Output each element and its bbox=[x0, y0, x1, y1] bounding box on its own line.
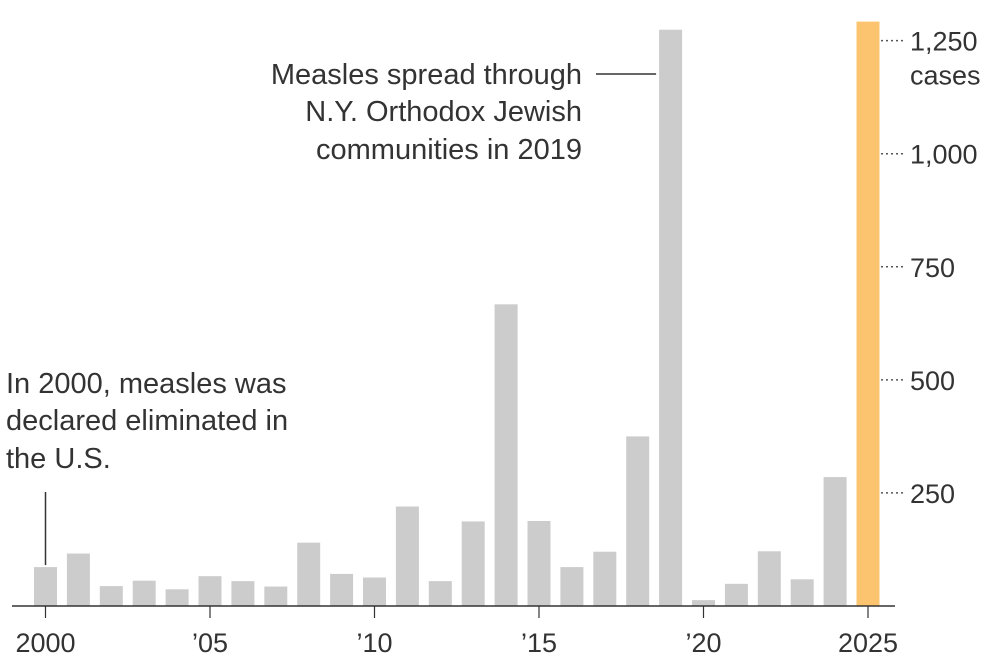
bar-2003 bbox=[132, 580, 156, 606]
bar-2018 bbox=[626, 436, 650, 606]
bar-2001 bbox=[66, 553, 90, 606]
bar-2020 bbox=[692, 600, 715, 606]
bar-2011 bbox=[395, 506, 419, 606]
bar-2025 bbox=[856, 21, 880, 606]
x-tick-label-2000: 2000 bbox=[15, 628, 75, 658]
annotation-2000-line-2: declared eliminated in bbox=[6, 405, 288, 437]
bar-2012 bbox=[428, 581, 452, 606]
bar-2007 bbox=[264, 586, 288, 606]
bar-2021 bbox=[724, 583, 748, 606]
x-tick-label-2015: ’15 bbox=[521, 628, 557, 658]
bar-2008 bbox=[297, 542, 321, 606]
bar-2016 bbox=[560, 567, 584, 606]
annotation-2000-line-3: the U.S. bbox=[6, 443, 111, 475]
bar-2023 bbox=[790, 579, 814, 606]
bar-2015 bbox=[527, 520, 551, 606]
bar-2022 bbox=[757, 551, 781, 606]
x-tick-label-2005: ’05 bbox=[192, 628, 228, 658]
y-tick-label-1250: 1,250 bbox=[910, 27, 978, 57]
bar-2000 bbox=[34, 567, 57, 606]
x-tick-label-2020: ’20 bbox=[685, 628, 721, 658]
x-tick-label-2010: ’10 bbox=[356, 628, 392, 658]
bar-2017 bbox=[593, 551, 617, 606]
annotation-2019-line-2: N.Y. Orthodox Jewish bbox=[305, 96, 582, 128]
y-tick-label-750: 750 bbox=[910, 253, 955, 283]
y-tick-label-250: 250 bbox=[910, 479, 955, 509]
y-tick-label-500: 500 bbox=[910, 366, 955, 396]
annotation-2019-line-3: communities in 2019 bbox=[316, 134, 582, 166]
bar-2002 bbox=[99, 586, 123, 606]
bar-2019 bbox=[659, 29, 683, 606]
bar-2013 bbox=[461, 521, 485, 606]
x-tick-label-2025: 2025 bbox=[838, 628, 898, 658]
bar-2006 bbox=[231, 581, 255, 606]
bar-2009 bbox=[330, 573, 354, 606]
y-tick-label-1000: 1,000 bbox=[910, 140, 978, 170]
y-unit-label: cases bbox=[910, 61, 981, 91]
annotation-2000-line-1: In 2000, measles was bbox=[6, 368, 286, 400]
bar-2005 bbox=[198, 576, 222, 606]
bar-2010 bbox=[363, 577, 386, 606]
annotation-2019-line-1: Measles spread through bbox=[271, 59, 582, 91]
bar-2004 bbox=[165, 589, 189, 606]
bar-2014 bbox=[494, 304, 518, 606]
bar-2024 bbox=[823, 477, 847, 606]
